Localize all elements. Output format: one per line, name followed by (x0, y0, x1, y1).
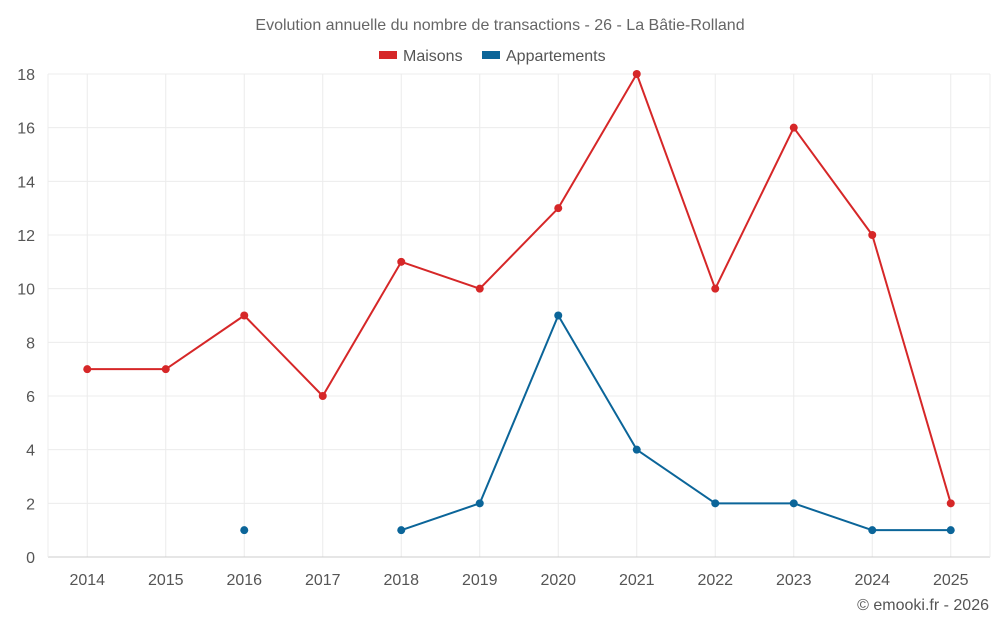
y-tick-label: 0 (26, 550, 35, 567)
x-tick-label: 2025 (933, 572, 969, 589)
legend-label-maisons[interactable]: Maisons (403, 48, 463, 65)
data-point-maisons[interactable] (711, 284, 720, 293)
series-line-appartements (400, 314, 951, 532)
data-point-maisons[interactable] (475, 284, 484, 293)
chart-title: Evolution annuelle du nombre de transact… (255, 17, 744, 34)
x-tick-label: 2021 (619, 572, 655, 589)
data-point-maisons[interactable] (161, 365, 170, 374)
legend: Maisons Appartements (379, 48, 606, 65)
y-tick-label: 6 (26, 389, 35, 406)
x-tick-label: 2018 (383, 572, 419, 589)
series-maisons (83, 70, 955, 508)
x-tick-label: 2017 (305, 572, 341, 589)
x-tick-label: 2014 (69, 572, 105, 589)
y-tick-label: 16 (17, 121, 35, 138)
data-point-appartements[interactable] (632, 445, 641, 454)
data-point-maisons[interactable] (240, 311, 249, 320)
data-point-maisons[interactable] (632, 70, 641, 78)
data-point-appartements[interactable] (789, 499, 798, 508)
data-point-appartements[interactable] (240, 526, 249, 535)
data-point-maisons[interactable] (397, 257, 406, 266)
data-point-appartements[interactable] (554, 311, 563, 320)
series-appartements (240, 311, 955, 535)
y-tick-label: 12 (17, 228, 35, 245)
data-point-appartements[interactable] (868, 526, 877, 535)
data-point-appartements[interactable] (397, 526, 406, 535)
x-tick-label: 2022 (697, 572, 733, 589)
data-point-maisons[interactable] (789, 123, 798, 132)
x-tick-label: 2020 (540, 572, 576, 589)
data-point-maisons[interactable] (83, 365, 92, 374)
data-point-maisons[interactable] (554, 204, 563, 213)
data-point-appartements[interactable] (946, 526, 955, 535)
data-point-maisons[interactable] (946, 499, 955, 508)
y-tick-label: 10 (17, 282, 35, 299)
x-tick-label: 2019 (462, 572, 498, 589)
x-tick-label: 2016 (226, 572, 262, 589)
y-tick-label: 4 (26, 443, 35, 460)
credit-text: © emooki.fr - 2026 (857, 597, 989, 614)
data-point-appartements[interactable] (711, 499, 720, 508)
x-tick-label: 2024 (854, 572, 890, 589)
legend-label-appartements[interactable]: Appartements (506, 48, 606, 65)
series-line-maisons (87, 73, 952, 504)
y-tick-label: 8 (26, 335, 35, 352)
data-point-appartements[interactable] (475, 499, 484, 508)
y-tick-label: 14 (17, 174, 35, 191)
legend-swatch-appartements (482, 51, 500, 59)
legend-swatch-maisons (379, 51, 397, 59)
axes: 0 2 4 6 8 10 12 14 16 18 2014 2015 2016 2017 2018 2019 2… (17, 67, 991, 589)
data-point-maisons[interactable] (868, 231, 877, 239)
y-tick-label: 2 (26, 496, 35, 513)
series-layer (83, 70, 955, 535)
data-point-maisons[interactable] (318, 392, 327, 400)
y-tick-label: 18 (17, 67, 35, 84)
x-tick-label: 2023 (776, 572, 812, 589)
x-tick-label: 2015 (148, 572, 184, 589)
grid (48, 73, 990, 557)
